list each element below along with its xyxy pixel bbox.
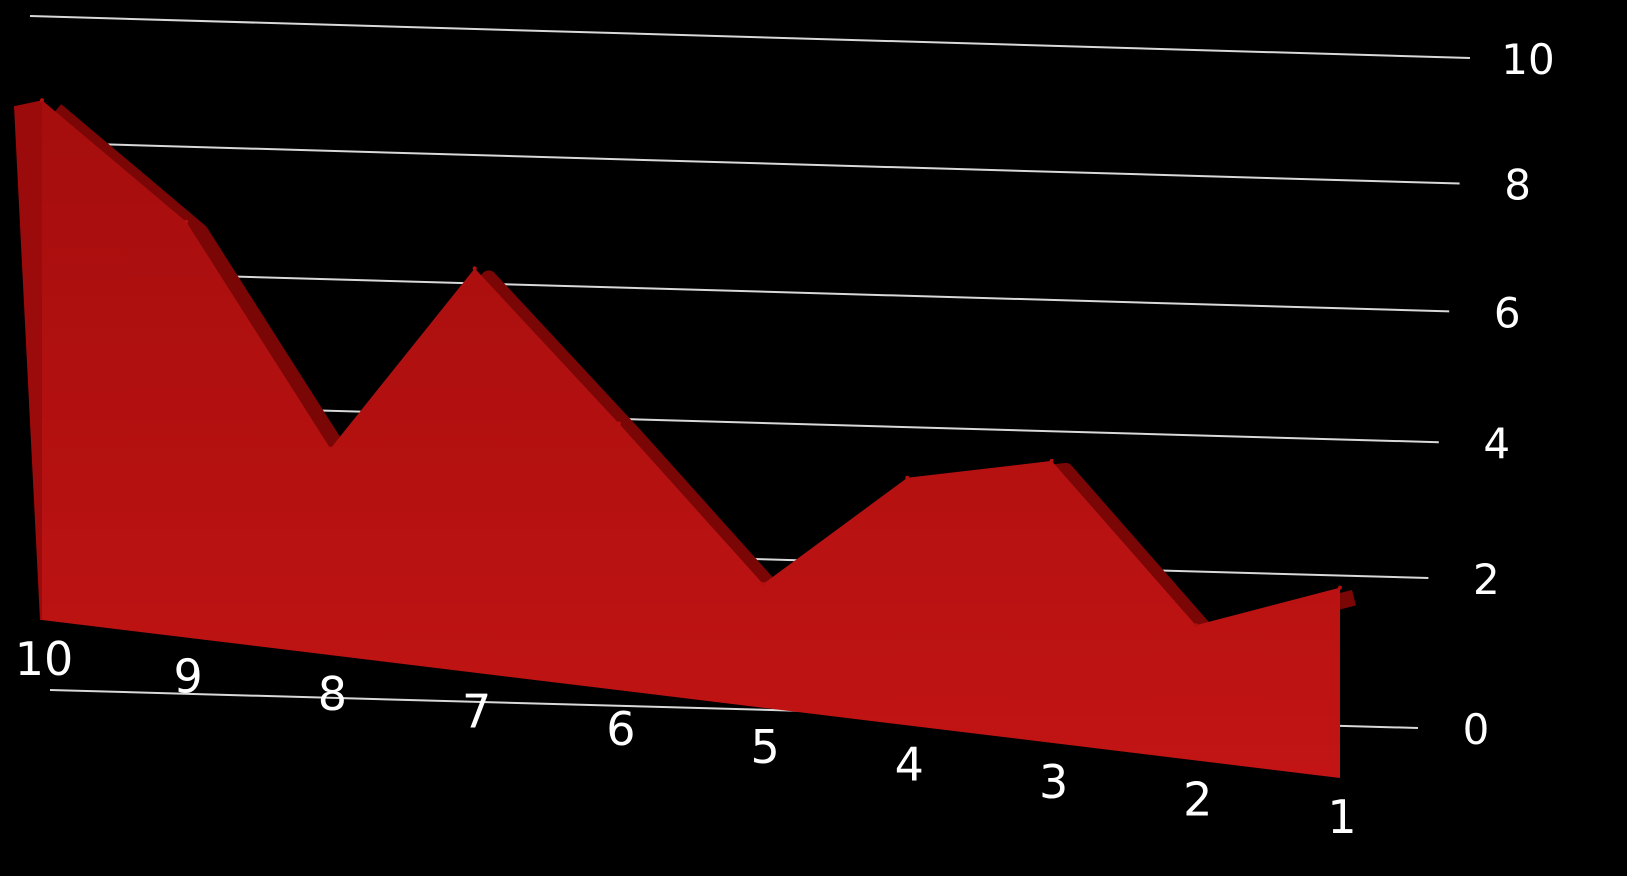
- data-point-5: [761, 582, 766, 586]
- data-point-9: [184, 219, 189, 224]
- x-tick-label: 2: [1183, 772, 1212, 826]
- x-tick-label: 1: [1327, 790, 1356, 844]
- x-tick-label: 7: [462, 685, 491, 739]
- x-tick-label: 6: [606, 702, 635, 756]
- x-tick-label: 4: [895, 737, 924, 791]
- x-tick-label: 10: [15, 632, 74, 686]
- data-point-3: [1049, 458, 1054, 463]
- y-tick-label: 8: [1504, 161, 1531, 210]
- data-point-6: [616, 421, 621, 426]
- x-axis-tick-labels: 10 9 8 7 6 5 4 3 2 1: [15, 632, 1357, 844]
- data-point-1: [1338, 585, 1342, 590]
- x-tick-label: 8: [318, 667, 347, 721]
- y-tick-label: 2: [1473, 555, 1500, 604]
- gridline-6: [37, 269, 1450, 313]
- x-tick-label: 9: [174, 650, 203, 704]
- y-tick-label: 0: [1463, 705, 1490, 754]
- y-tick-label: 10: [1501, 35, 1554, 84]
- area-top-edge: [50, 104, 1357, 644]
- y-axis-tick-labels: 0 2 4 6 8 10: [1463, 35, 1555, 754]
- data-point-8: [328, 446, 333, 451]
- x-tick-label: 5: [750, 720, 779, 774]
- data-point-4: [905, 475, 910, 480]
- area-fill: [42, 100, 1340, 778]
- y-tick-label: 6: [1494, 288, 1521, 337]
- data-point-7: [472, 266, 477, 271]
- x-tick-label: 3: [1039, 755, 1068, 809]
- area-series: [14, 98, 1357, 778]
- data-point-10: [40, 98, 44, 103]
- gridline-10: [29, 15, 1471, 59]
- y-tick-label: 4: [1483, 419, 1510, 468]
- area-side-face: [14, 100, 42, 620]
- data-point-2: [1193, 623, 1198, 628]
- gridline-8: [33, 141, 1460, 185]
